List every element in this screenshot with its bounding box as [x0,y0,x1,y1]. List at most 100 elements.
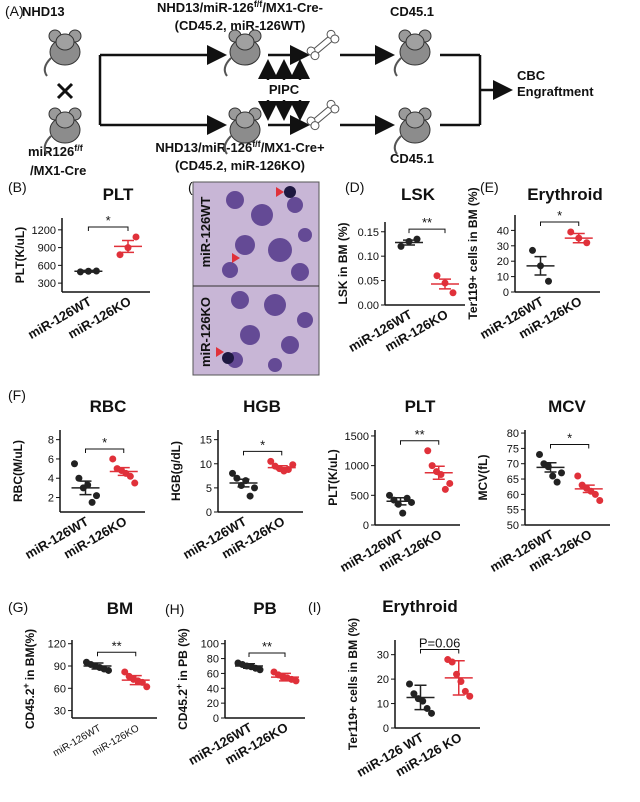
error-bar [572,232,585,244]
label-part: in BM(%) [23,629,37,680]
data-point [143,683,151,691]
y-tick-label: 0 [503,287,509,299]
y-tick-label: 20 [207,698,219,710]
chart-title: HGB [243,397,281,416]
data-point [545,277,552,285]
superscript: + [174,684,184,689]
bone-end [330,104,340,114]
data-point [88,498,96,506]
data-point [251,484,258,492]
error-bar [122,239,134,254]
data-point [549,472,557,480]
donor-label: miR126f/f [28,143,84,159]
data-point [466,692,474,700]
data-point [397,242,405,250]
panel-label: (G) [8,599,28,615]
data-point [558,469,565,477]
data-point [386,491,393,499]
y-tick-label: 1000 [345,461,369,473]
significance-bracket [87,226,129,231]
data-point [567,228,575,236]
y-tick-label: 30 [377,650,389,662]
y-tick-label: 300 [38,278,56,290]
head [55,33,75,51]
data-point [93,492,100,500]
recipient-label: CD45.1 [390,151,434,166]
y-axis-label: CD45.2+ in PB (%) [174,628,190,730]
significance-bracket [97,651,137,657]
label-part: NHD13/miR-126 [155,140,252,155]
head [235,33,255,51]
y-tick-label: 100 [201,639,219,651]
label-part: NHD13/miR-126 [157,0,254,15]
genotype-label: (CD45.2, miR-126KO) [175,158,305,173]
bone-icon [306,29,340,61]
data-point [529,246,536,254]
donor-label: NHD13 [22,4,65,19]
significance-label: * [567,431,572,446]
data-point [574,472,582,480]
significance-label: ** [112,638,122,653]
data-point [289,461,297,469]
error-bar [534,255,547,276]
significance-label: * [106,213,111,228]
error-bar [82,269,95,273]
y-axis-label: LSK in BM (%) [336,223,350,305]
data-point [116,251,124,259]
genotype-label: NHD13/miR-126f/f/MX1-Cre- [157,0,323,15]
data-point [131,479,139,487]
tail [43,57,52,77]
y-axis-label: CD45.2+ in BM(%) [21,629,37,729]
y-tick-label: 65 [507,474,519,486]
data-point [461,687,469,695]
bone-icon [306,99,340,131]
error-bar [275,464,288,471]
significance-label: * [260,437,265,452]
panel-label: (A) [5,3,24,19]
y-tick-label: 4 [48,473,54,485]
data-point [109,455,117,463]
y-axis-label: Ter119+ cells in BM (%) [466,187,480,319]
y-tick-label: 80 [207,654,219,666]
mouse-icon [393,107,432,155]
data-point [75,474,83,482]
y-tick-label: 10 [200,459,212,471]
row-label: miR-126KO [198,297,213,367]
y-tick-label: 10 [497,272,509,284]
tail [223,135,232,155]
label-part: in PB (%) [176,628,190,681]
significance-label: P=0.06 [419,636,461,651]
y-tick-label: 0.05 [358,276,379,288]
chart-title: BM [107,599,133,618]
y-axis-label: Ter119+ cells in BM (%) [346,618,360,750]
data-point [408,498,415,506]
y-tick-label: 0 [363,520,369,532]
y-axis-label: PLT(K/uL) [13,227,27,283]
y-tick-label: 50 [507,520,519,532]
error-bar [129,674,142,686]
y-axis-label: RBC(M/uL) [11,440,25,502]
panel-label: (H) [165,601,184,617]
significance-bracket [420,649,460,654]
data-point [292,677,300,685]
y-tick-label: 40 [497,225,509,237]
data-point [406,680,413,688]
tail [223,57,232,77]
chart-title: PB [253,599,277,618]
y-tick-label: 20 [497,256,509,268]
data-point [267,457,275,465]
y-tick-label: 10 [377,699,389,711]
y-tick-label: 90 [54,661,66,673]
head [405,111,425,129]
significance-bracket [400,440,440,445]
data-point [121,668,129,676]
significance-label: ** [415,427,425,442]
y-tick-label: 0 [383,723,389,735]
data-point [448,658,456,666]
bone-end [310,121,320,131]
data-point [126,472,134,480]
y-axis-label: MCV(fL) [476,455,490,501]
genotype-label: (CD45.2, miR-126WT) [175,18,306,33]
data-point [441,485,449,493]
schematic-arrows [56,45,513,135]
